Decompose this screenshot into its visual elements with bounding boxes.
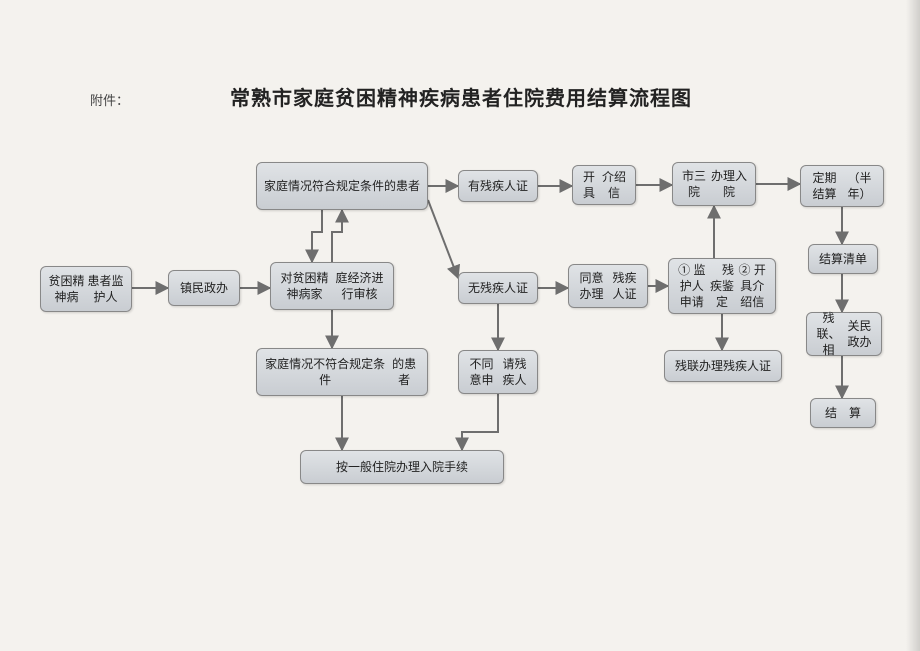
node-text: 残联、相 (813, 310, 844, 359)
node-text: 定期结算 (807, 170, 842, 202)
flow-node-steps: ① 监护人申请 残疾鉴定② 开具介绍信 (668, 258, 776, 314)
edge-qualify-to-nocert (428, 200, 458, 278)
node-text: 市三院 (679, 168, 709, 200)
node-text: （半年） (842, 170, 877, 202)
flow-node-issue: 残联办理残疾人证 (664, 350, 782, 382)
flow-node-guardian: 贫困精神病患者监护人 (40, 266, 132, 312)
node-text: 无残疾人证 (468, 280, 528, 296)
flow-node-notqualify: 家庭情况不符合规定条件的患者 (256, 348, 428, 396)
flow-node-agree: 同意办理残疾人证 (568, 264, 648, 308)
flow-node-periodic: 定期结算（半年） (800, 165, 884, 207)
flowchart-page: 附件： 常熟市家庭贫困精神疾病患者住院费用结算流程图 贫困精神病患者监护人 镇民政… (0, 0, 920, 651)
node-text: 请残疾人 (498, 356, 531, 388)
flow-node-letter: 开具介绍信 (572, 165, 636, 205)
node-text: ① 监护人申请 (675, 262, 709, 311)
node-text: 家庭情况不符合规定条件 (263, 356, 387, 388)
edge-noapply-to-normal (462, 394, 498, 450)
node-text: 残疾人证 (608, 270, 641, 302)
flow-node-noapply: 不同意申请残疾人 (458, 350, 538, 394)
flow-node-town: 镇民政办 (168, 270, 240, 306)
flow-node-normal: 按一般住院办理入院手续 (300, 450, 504, 484)
node-text: 结 算 (825, 405, 861, 421)
node-text: 家庭情况符合规定条件的 (264, 178, 396, 194)
flow-node-qualify: 家庭情况符合规定条件的患者 (256, 162, 428, 210)
node-text: 关民政办 (844, 318, 875, 350)
flow-node-nocert: 无残疾人证 (458, 272, 538, 304)
node-text: 贫困精神病 (47, 273, 86, 305)
node-text: 同意办理 (575, 270, 608, 302)
flow-node-bill: 结算清单 (808, 244, 878, 274)
node-text: 残疾鉴定 (709, 262, 736, 311)
node-text: 开具 (579, 169, 599, 201)
node-text: 不同意申 (465, 356, 498, 388)
page-title: 常熟市家庭贫困精神疾病患者住院费用结算流程图 (230, 82, 692, 111)
flow-node-hascert: 有残疾人证 (458, 170, 538, 202)
flow-node-settle: 结 算 (810, 398, 876, 428)
node-text: 患者监护人 (86, 273, 125, 305)
attachment-label: 附件： (90, 90, 129, 109)
edge-audit-to-qualify (332, 210, 342, 262)
node-text: 的患者 (387, 356, 421, 388)
node-text: 介绍信 (599, 169, 629, 201)
node-text: 按一般住院办理入院手续 (336, 459, 468, 475)
node-text: 对贫困精神病家 (277, 270, 332, 302)
node-text: ② 开具介绍信 (735, 262, 769, 311)
flow-node-depts: 残联、相关民政办 (806, 312, 882, 356)
node-text: 庭经济进行审核 (332, 270, 387, 302)
node-text: 有残疾人证 (468, 178, 528, 194)
node-text: 办理入院 (709, 168, 749, 200)
flow-node-hospital: 市三院办理入院 (672, 162, 756, 206)
node-text: 残联办理残疾人证 (675, 358, 771, 374)
node-text: 患者 (396, 178, 420, 194)
flow-node-audit: 对贫困精神病家庭经济进行审核 (270, 262, 394, 310)
page-edge-shadow (906, 0, 920, 651)
node-text: 结算清单 (819, 251, 867, 267)
node-text: 镇民政办 (180, 280, 228, 296)
edge-qualify-to-audit (312, 210, 322, 262)
